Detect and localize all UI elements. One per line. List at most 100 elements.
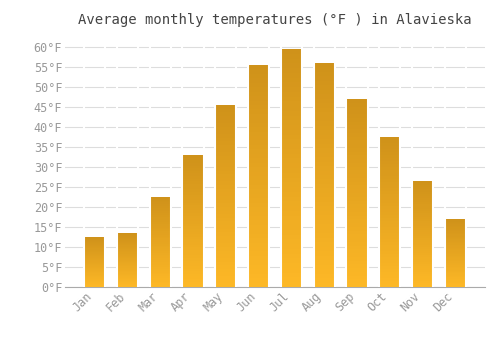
Bar: [412, 234, 433, 236]
Bar: [215, 236, 236, 240]
Bar: [346, 125, 368, 129]
Bar: [314, 211, 335, 215]
Bar: [150, 217, 171, 219]
Bar: [379, 233, 400, 236]
Bar: [314, 139, 335, 144]
Bar: [280, 177, 302, 182]
Bar: [379, 200, 400, 203]
Bar: [280, 211, 302, 216]
Bar: [444, 249, 466, 250]
Bar: [215, 178, 236, 181]
Bar: [150, 211, 171, 213]
Bar: [117, 274, 138, 275]
Bar: [412, 243, 433, 245]
Bar: [150, 215, 171, 217]
Bar: [248, 225, 270, 229]
Bar: [280, 130, 302, 135]
Bar: [150, 233, 171, 235]
Bar: [346, 110, 368, 114]
Bar: [346, 106, 368, 110]
Bar: [280, 87, 302, 92]
Bar: [182, 197, 204, 200]
Bar: [346, 234, 368, 238]
Bar: [182, 163, 204, 166]
Bar: [182, 263, 204, 266]
Bar: [314, 224, 335, 229]
Bar: [379, 179, 400, 182]
Bar: [150, 219, 171, 220]
Bar: [346, 182, 368, 186]
Bar: [444, 286, 466, 287]
Bar: [444, 273, 466, 275]
Bar: [280, 234, 302, 239]
Bar: [379, 239, 400, 242]
Bar: [117, 258, 138, 259]
Bar: [215, 247, 236, 251]
Bar: [150, 265, 171, 267]
Bar: [280, 163, 302, 168]
Bar: [215, 108, 236, 112]
Bar: [248, 269, 270, 274]
Bar: [444, 258, 466, 260]
Bar: [182, 229, 204, 232]
Bar: [248, 216, 270, 220]
Bar: [444, 272, 466, 273]
Bar: [182, 271, 204, 274]
Bar: [248, 154, 270, 158]
Bar: [314, 188, 335, 193]
Bar: [412, 206, 433, 209]
Bar: [84, 283, 106, 284]
Bar: [248, 158, 270, 163]
Bar: [248, 189, 270, 194]
Bar: [444, 279, 466, 280]
Bar: [346, 133, 368, 136]
Bar: [215, 189, 236, 192]
Bar: [314, 180, 335, 184]
Bar: [84, 263, 106, 264]
Bar: [346, 144, 368, 148]
Bar: [444, 223, 466, 224]
Bar: [379, 242, 400, 245]
Bar: [215, 280, 236, 284]
Bar: [346, 238, 368, 242]
Bar: [444, 262, 466, 264]
Bar: [314, 238, 335, 242]
Bar: [117, 243, 138, 244]
Bar: [215, 251, 236, 254]
Bar: [150, 269, 171, 271]
Bar: [412, 215, 433, 217]
Bar: [314, 215, 335, 220]
Bar: [117, 244, 138, 245]
Bar: [346, 155, 368, 159]
Bar: [412, 213, 433, 215]
Bar: [444, 229, 466, 230]
Bar: [150, 242, 171, 244]
Bar: [379, 164, 400, 167]
Bar: [182, 179, 204, 181]
Bar: [248, 194, 270, 198]
Bar: [379, 281, 400, 284]
Bar: [444, 238, 466, 239]
Bar: [215, 116, 236, 120]
Bar: [412, 253, 433, 255]
Bar: [346, 246, 368, 250]
Bar: [117, 250, 138, 251]
Bar: [412, 225, 433, 228]
Bar: [182, 208, 204, 210]
Bar: [182, 218, 204, 221]
Bar: [412, 257, 433, 259]
Bar: [215, 167, 236, 170]
Bar: [84, 276, 106, 277]
Bar: [280, 220, 302, 225]
Bar: [84, 254, 106, 255]
Bar: [379, 191, 400, 194]
Bar: [314, 103, 335, 108]
Bar: [314, 220, 335, 224]
Bar: [215, 258, 236, 261]
Bar: [412, 236, 433, 238]
Bar: [84, 284, 106, 285]
Bar: [412, 204, 433, 206]
Bar: [346, 219, 368, 223]
Bar: [314, 274, 335, 278]
Bar: [150, 204, 171, 206]
